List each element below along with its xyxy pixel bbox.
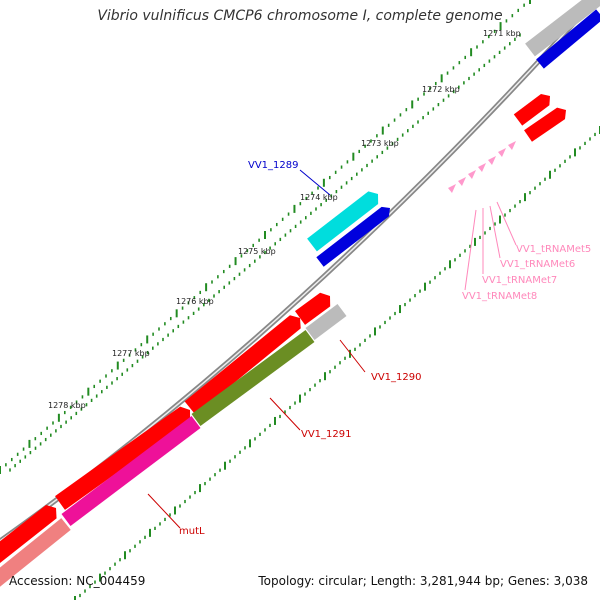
summary-text: Topology: circular; Length: 3,281,944 bp… <box>258 574 588 588</box>
gene-box <box>55 406 191 510</box>
tick-label: 1276 kbp <box>176 297 214 306</box>
connector-trna <box>496 201 517 246</box>
feature-label-vv1-trnamet8: VV1_tRNAMet8 <box>462 291 537 302</box>
connector-trna <box>464 209 477 291</box>
tick-label: 1272 kbp <box>422 85 460 94</box>
trna-marker <box>478 163 486 172</box>
tick-label: 1271 kbp <box>483 29 521 38</box>
trna-marker <box>468 170 476 179</box>
connector-vv1-1289 <box>299 169 331 196</box>
connector-vv1-1291 <box>269 397 301 431</box>
chromosome-backbone <box>0 0 598 544</box>
tick-label: 1275 kbp <box>238 247 276 256</box>
tick-label: 1277 kbp <box>112 349 150 358</box>
trna-marker <box>458 177 466 186</box>
feature-label-mutl: mutL <box>179 526 205 537</box>
gene-box <box>524 107 566 142</box>
gene-box-vv1-1290 <box>305 304 347 340</box>
tick-labels: 1271 kbp 1272 kbp 1273 kbp 1274 kbp 1275 kbp… <box>48 29 521 410</box>
feature-label-vv1-trnamet6: VV1_tRNAMet6 <box>500 259 575 270</box>
gene-box <box>0 518 71 587</box>
trna-marker <box>488 156 496 165</box>
label-connectors <box>147 169 517 529</box>
connector-mutl <box>147 493 181 529</box>
accession-text: Accession: NC_004459 <box>9 574 146 588</box>
gene-box <box>0 505 57 563</box>
feature-label-vv1-trnamet7: VV1_tRNAMet7 <box>482 275 557 286</box>
gene-box <box>536 9 600 69</box>
gene-box-mutl <box>61 416 201 526</box>
feature-labels: VV1_1289 VV1_1290 VV1_1291 mutL VV1_tRNAMet5… <box>179 160 591 537</box>
feature-label-vv1-1290: VV1_1290 <box>371 372 422 383</box>
tick-label: 1278 kbp <box>48 401 86 410</box>
gene-box <box>513 94 550 126</box>
tick-label: 1274 kbp <box>300 193 338 202</box>
connector-trna <box>489 205 501 259</box>
gene-box-vv1-1291 <box>191 329 315 427</box>
trna-marker <box>448 184 456 193</box>
feature-label-vv1-1289: VV1_1289 <box>248 160 299 171</box>
gene-box <box>294 292 331 325</box>
map-title: Vibrio vulnificus CMCP6 chromosome I, co… <box>97 8 503 24</box>
gene-box <box>525 0 600 57</box>
trna-marker <box>508 141 516 150</box>
gene-box <box>184 315 301 415</box>
gene-box-vv1-1289 <box>307 191 379 252</box>
chromosome-backbone-highlight <box>0 0 596 542</box>
tick-label: 1273 kbp <box>361 139 399 148</box>
feature-label-vv1-1291: VV1_1291 <box>301 429 352 440</box>
connector-vv1-1290 <box>339 339 366 373</box>
feature-label-vv1-trnamet5: VV1_tRNAMet5 <box>516 244 591 255</box>
trna-marker <box>498 148 506 157</box>
gene-box-vv1-1289 <box>316 206 390 267</box>
